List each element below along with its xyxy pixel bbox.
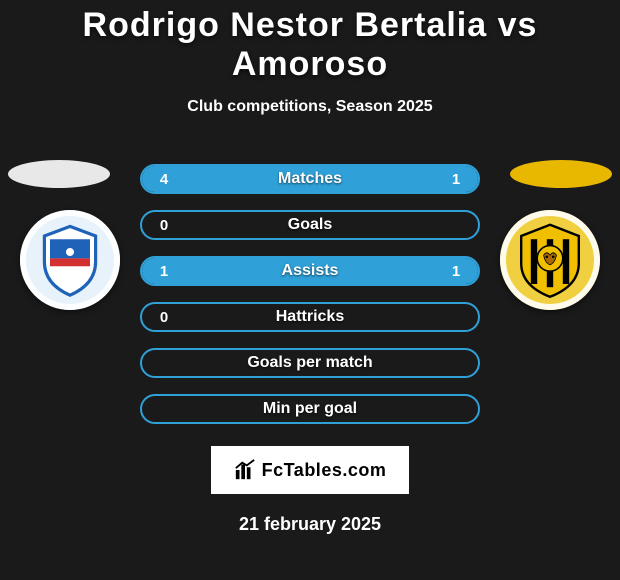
stat-label: Hattricks bbox=[142, 304, 478, 330]
stat-row-goals: 0 Goals bbox=[140, 210, 480, 240]
stat-row-gpm: Goals per match bbox=[140, 348, 480, 378]
shelf-right bbox=[510, 160, 612, 188]
stat-label: Min per goal bbox=[142, 396, 478, 422]
team-badge-left bbox=[20, 210, 120, 310]
comparison-card: Rodrigo Nestor Bertalia vs Amoroso Club … bbox=[0, 0, 620, 580]
team-badge-right bbox=[500, 210, 600, 310]
branding-label: FcTables.com bbox=[262, 460, 387, 481]
stat-label: Assists bbox=[142, 258, 478, 284]
subtitle: Club competitions, Season 2025 bbox=[0, 98, 620, 116]
bahia-crest-icon bbox=[30, 220, 110, 300]
stat-row-hattricks: 0 Hattricks bbox=[140, 302, 480, 332]
branding-box[interactable]: FcTables.com bbox=[211, 446, 409, 494]
stat-row-assists: 1 1 Assists bbox=[140, 256, 480, 286]
player1-name: Rodrigo Nestor Bertalia bbox=[83, 6, 488, 44]
stat-row-matches: 4 1 Matches bbox=[140, 164, 480, 194]
vs-separator: vs bbox=[498, 6, 538, 44]
stat-label: Matches bbox=[142, 166, 478, 192]
date-label: 21 february 2025 bbox=[0, 514, 620, 535]
stat-label: Goals bbox=[142, 212, 478, 238]
stat-row-mpg: Min per goal bbox=[140, 394, 480, 424]
shelf-left bbox=[8, 160, 110, 188]
stat-stage: 4 1 Matches 0 Goals 1 1 Assists bbox=[0, 146, 620, 546]
headline: Rodrigo Nestor Bertalia vs Amoroso bbox=[0, 6, 620, 84]
fctables-logo-icon bbox=[234, 459, 256, 481]
strongest-crest-icon bbox=[510, 220, 590, 300]
stat-bars: 4 1 Matches 0 Goals 1 1 Assists bbox=[140, 164, 480, 440]
player2-name: Amoroso bbox=[232, 45, 388, 83]
stat-label: Goals per match bbox=[142, 350, 478, 376]
